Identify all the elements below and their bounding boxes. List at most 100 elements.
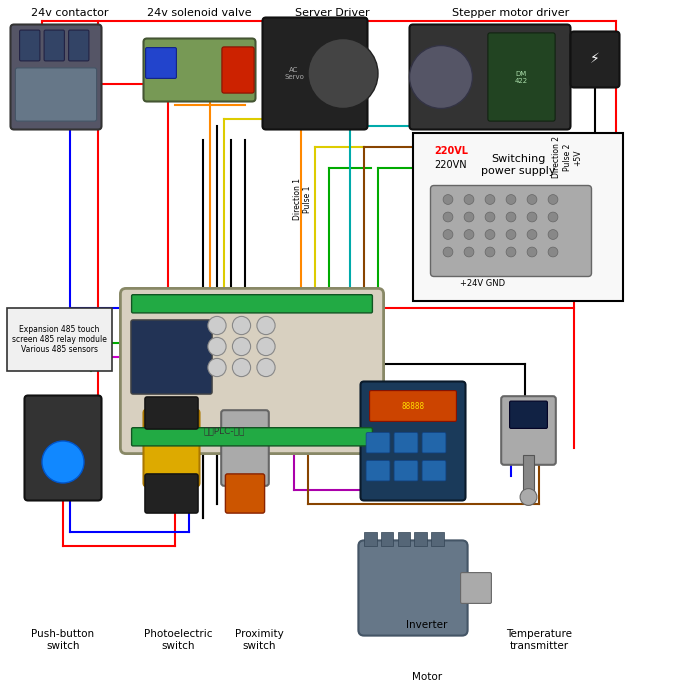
Circle shape (308, 38, 378, 108)
Circle shape (443, 212, 453, 222)
Circle shape (443, 247, 453, 257)
Text: Direction 1: Direction 1 (293, 178, 302, 220)
FancyBboxPatch shape (15, 68, 97, 121)
Text: +24V GND: +24V GND (461, 279, 505, 288)
Text: 24v solenoid valve: 24v solenoid valve (147, 8, 252, 18)
Circle shape (208, 358, 226, 377)
Text: Server Driver: Server Driver (295, 8, 370, 18)
Circle shape (520, 489, 537, 505)
Circle shape (257, 358, 275, 377)
FancyBboxPatch shape (221, 410, 269, 486)
Circle shape (548, 212, 558, 222)
Bar (523, 455, 534, 497)
Circle shape (464, 212, 474, 222)
FancyBboxPatch shape (360, 382, 466, 500)
Text: AC
Servo: AC Servo (284, 67, 304, 80)
Circle shape (548, 230, 558, 239)
Circle shape (464, 247, 474, 257)
Circle shape (464, 195, 474, 204)
Text: Expansion 485 touch
screen 485 relay module
Various 485 sensors: Expansion 485 touch screen 485 relay mod… (12, 325, 107, 354)
FancyBboxPatch shape (44, 30, 64, 61)
Text: 220VN: 220VN (434, 160, 467, 169)
FancyBboxPatch shape (366, 461, 390, 481)
Circle shape (443, 195, 453, 204)
Circle shape (257, 316, 275, 335)
Circle shape (464, 230, 474, 239)
FancyBboxPatch shape (7, 308, 112, 371)
Text: +5V: +5V (573, 149, 582, 166)
FancyBboxPatch shape (144, 38, 256, 102)
Circle shape (232, 358, 251, 377)
FancyBboxPatch shape (501, 396, 556, 465)
Bar (431, 532, 444, 546)
Circle shape (527, 195, 537, 204)
FancyBboxPatch shape (222, 47, 254, 93)
Circle shape (485, 212, 495, 222)
Circle shape (232, 337, 251, 356)
Circle shape (485, 195, 495, 204)
Circle shape (257, 337, 275, 356)
Bar (414, 532, 427, 546)
Text: 简易PLC-样机: 简易PLC-样机 (203, 426, 245, 435)
FancyBboxPatch shape (394, 433, 418, 453)
Text: Pulse 2: Pulse 2 (563, 144, 571, 172)
FancyBboxPatch shape (145, 474, 198, 513)
Circle shape (485, 247, 495, 257)
Circle shape (527, 212, 537, 222)
Text: DM
422: DM 422 (515, 71, 528, 83)
FancyBboxPatch shape (25, 395, 101, 500)
Text: Temperature
transmitter: Temperature transmitter (506, 629, 572, 651)
FancyBboxPatch shape (370, 391, 456, 421)
FancyBboxPatch shape (132, 428, 372, 446)
Text: Switching
power supply: Switching power supply (481, 154, 555, 176)
FancyBboxPatch shape (132, 295, 372, 313)
FancyBboxPatch shape (570, 32, 620, 88)
FancyBboxPatch shape (413, 133, 623, 301)
Bar (381, 532, 393, 546)
Circle shape (527, 247, 537, 257)
Circle shape (506, 230, 516, 239)
FancyBboxPatch shape (146, 48, 176, 78)
Circle shape (208, 337, 226, 356)
FancyBboxPatch shape (410, 25, 570, 130)
Bar (364, 532, 377, 546)
Circle shape (232, 316, 251, 335)
Circle shape (506, 212, 516, 222)
Text: 220VL: 220VL (434, 146, 468, 155)
Text: Pulse 1: Pulse 1 (304, 186, 312, 214)
Circle shape (548, 195, 558, 204)
Text: 24v contactor: 24v contactor (32, 8, 108, 18)
FancyBboxPatch shape (488, 33, 555, 121)
FancyBboxPatch shape (20, 30, 40, 61)
Text: Inverter: Inverter (406, 620, 448, 630)
Circle shape (443, 230, 453, 239)
FancyBboxPatch shape (430, 186, 592, 276)
Text: 88888: 88888 (401, 402, 425, 410)
Text: ⚡: ⚡ (590, 52, 600, 66)
FancyBboxPatch shape (394, 461, 418, 481)
Circle shape (548, 247, 558, 257)
Text: Photoelectric
switch: Photoelectric switch (144, 629, 213, 651)
Text: Direction 2: Direction 2 (552, 136, 561, 178)
FancyBboxPatch shape (358, 540, 468, 636)
FancyBboxPatch shape (366, 433, 390, 453)
FancyBboxPatch shape (422, 433, 446, 453)
Text: Proximity
switch: Proximity switch (234, 629, 284, 651)
FancyBboxPatch shape (225, 474, 265, 513)
Circle shape (410, 46, 473, 108)
FancyBboxPatch shape (262, 18, 368, 130)
FancyBboxPatch shape (69, 30, 89, 61)
FancyBboxPatch shape (461, 573, 491, 603)
Text: Motor: Motor (412, 673, 442, 682)
Circle shape (485, 230, 495, 239)
FancyBboxPatch shape (145, 397, 198, 429)
FancyBboxPatch shape (120, 288, 384, 454)
Circle shape (42, 441, 84, 483)
FancyBboxPatch shape (422, 461, 446, 481)
FancyBboxPatch shape (510, 401, 547, 428)
Circle shape (208, 316, 226, 335)
Circle shape (506, 247, 516, 257)
FancyBboxPatch shape (144, 410, 200, 486)
FancyBboxPatch shape (131, 320, 212, 394)
Circle shape (506, 195, 516, 204)
